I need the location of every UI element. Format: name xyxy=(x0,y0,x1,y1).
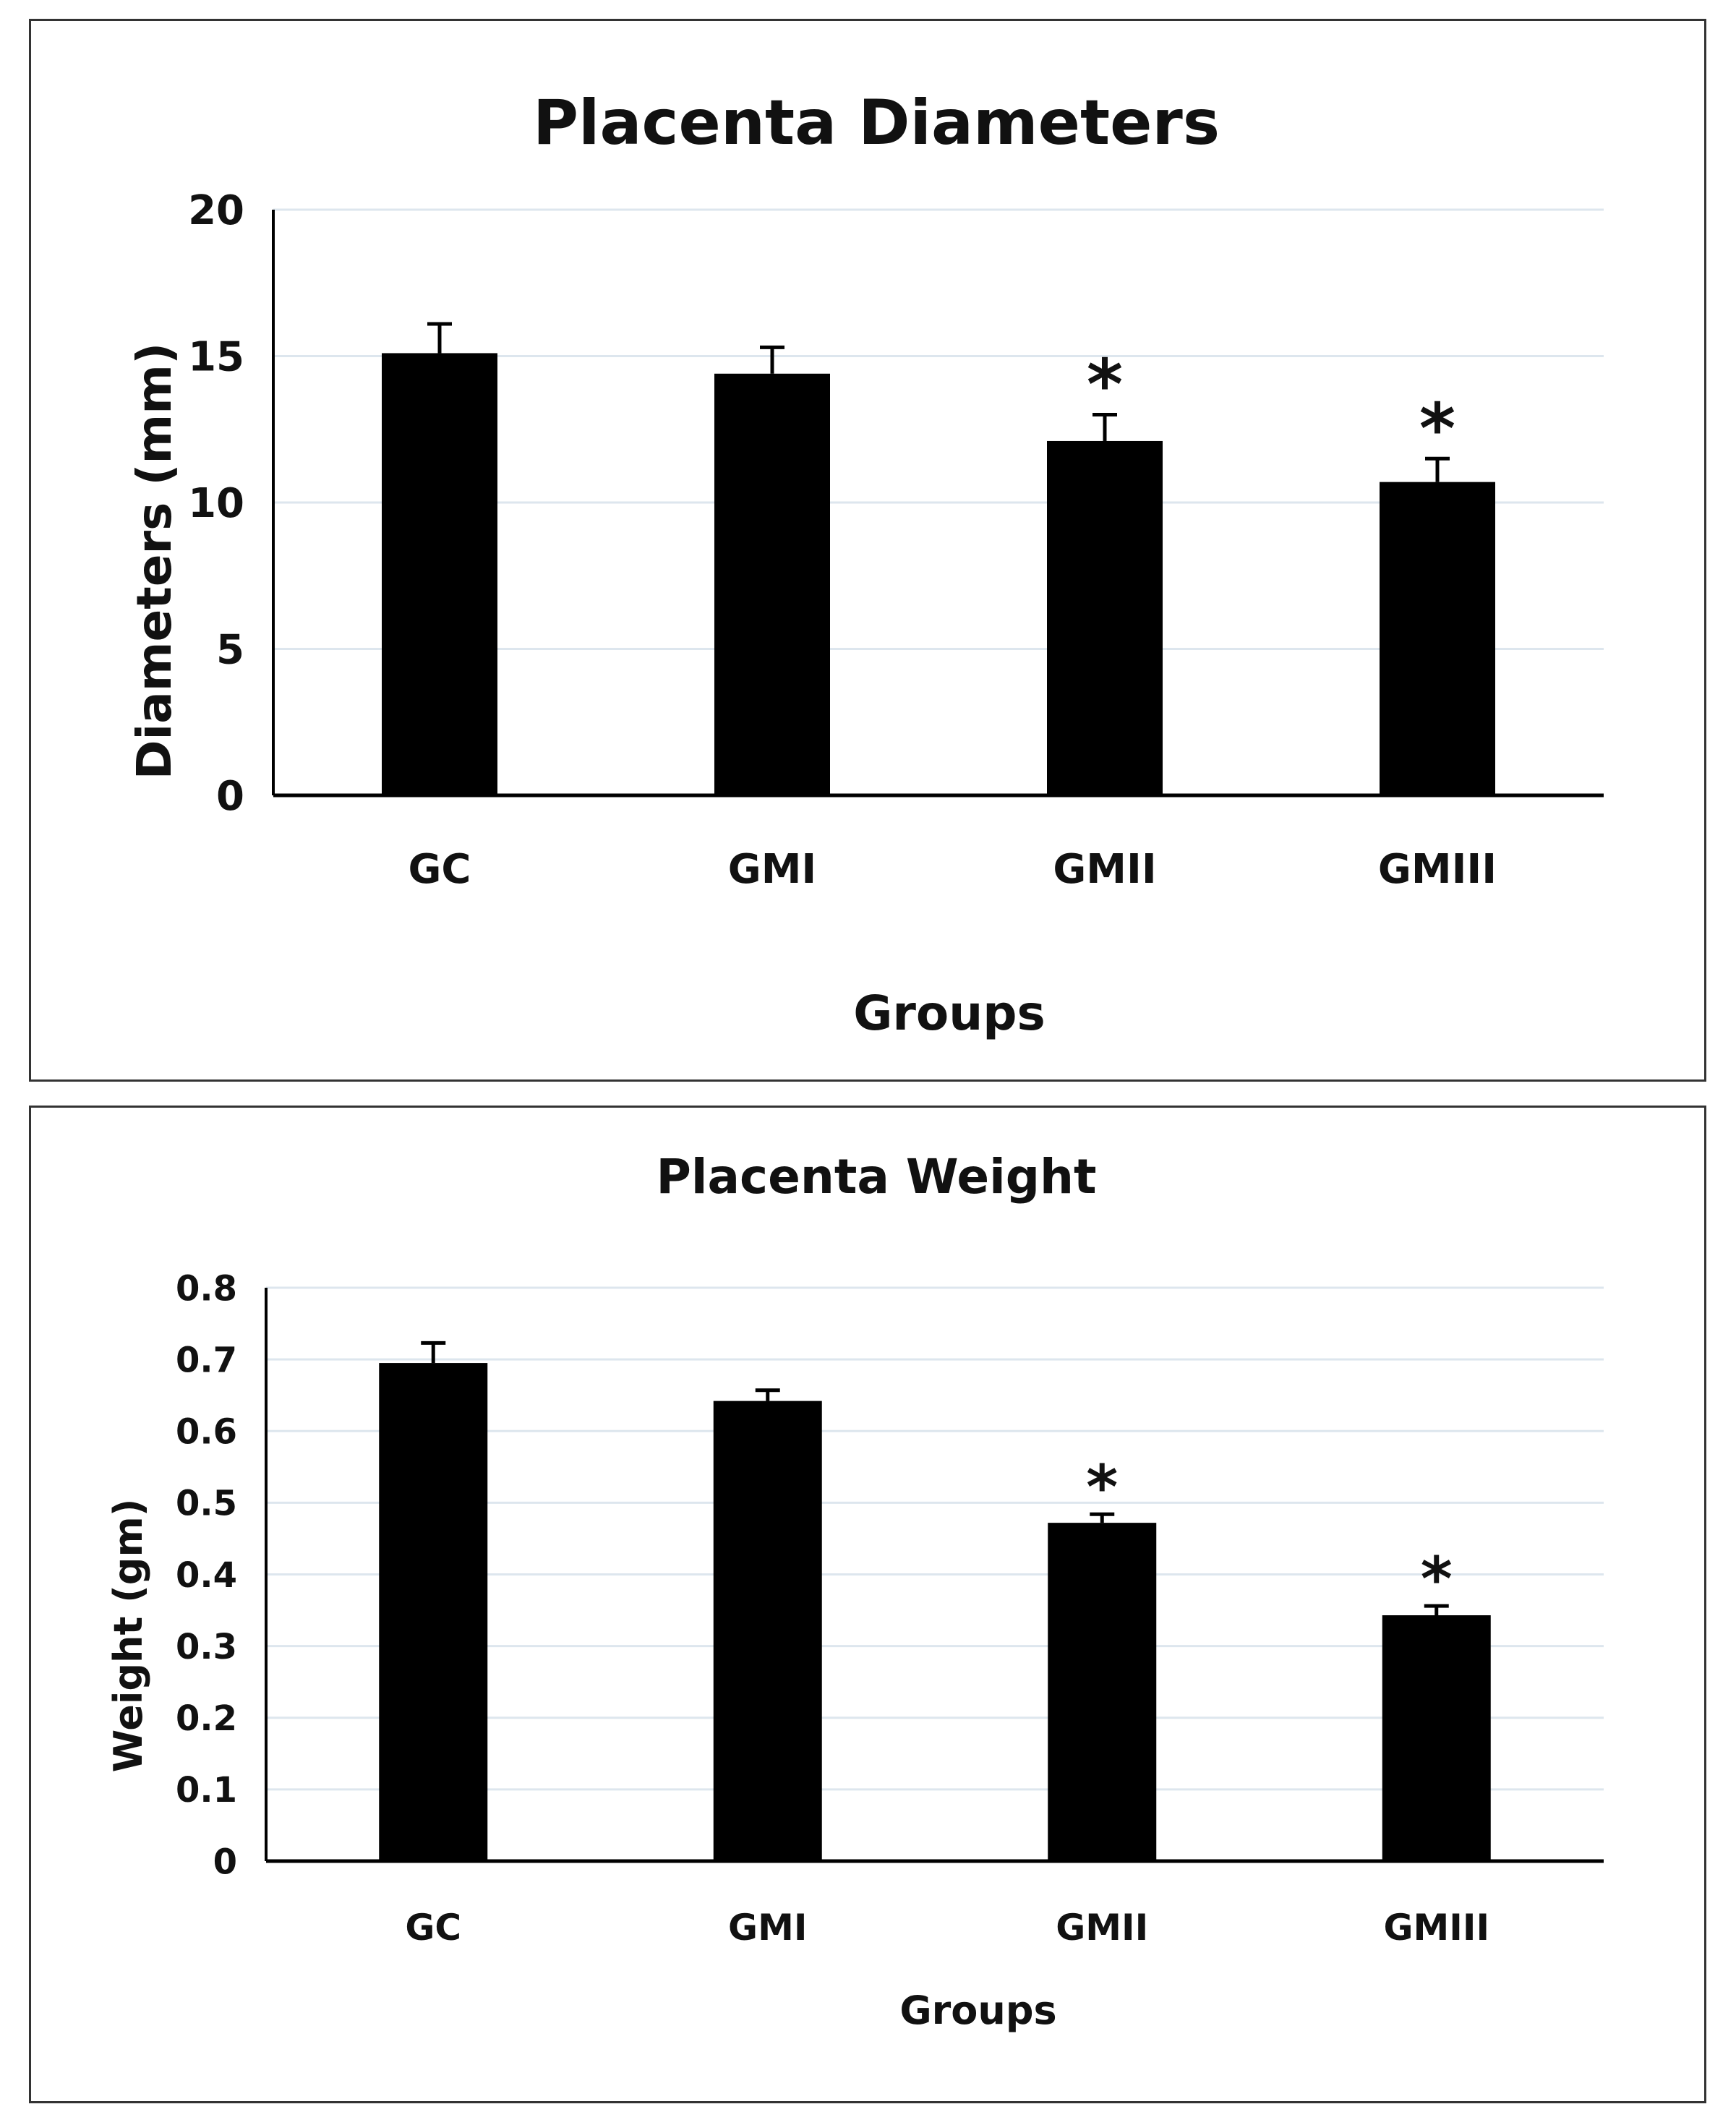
y-tick-label: 0 xyxy=(213,1842,237,1882)
bar xyxy=(714,373,830,795)
y-tick-label: 0.3 xyxy=(176,1627,237,1667)
x-axis-title: Groups xyxy=(853,985,1046,1041)
y-axis-title: Diameters (mm) xyxy=(127,343,182,779)
chart-title: Placenta Diameters xyxy=(533,87,1220,159)
y-tick-label: 20 xyxy=(188,187,244,234)
significance-marker: * xyxy=(1421,1544,1453,1615)
bar xyxy=(1047,440,1163,795)
y-tick-label: 0.7 xyxy=(176,1340,237,1380)
bar xyxy=(1380,482,1495,795)
y-axis-title: Weight (gm) xyxy=(106,1499,151,1773)
x-tick-label: GC xyxy=(408,846,471,893)
significance-marker: * xyxy=(1419,388,1455,469)
y-tick-label: 0 xyxy=(216,773,244,820)
weight-chart: Placenta Weight Groups Weight (gm) 0 0.1 0… xyxy=(106,1149,1604,2033)
x-axis-title: Groups xyxy=(899,1988,1056,2033)
x-tick-label: GMII xyxy=(1053,846,1156,893)
x-tick-label: GMIII xyxy=(1378,846,1497,893)
y-tick-label: 0.5 xyxy=(176,1484,237,1524)
y-tick-label: 5 xyxy=(216,627,244,674)
y-tick-label: 0.4 xyxy=(176,1555,237,1596)
significance-marker: * xyxy=(1087,345,1123,426)
x-tick-label: GMII xyxy=(1056,1907,1148,1949)
x-tick-label: GC xyxy=(405,1907,461,1949)
y-tick-label: 0.6 xyxy=(176,1412,237,1453)
y-tick-label: 0.2 xyxy=(176,1698,237,1739)
bar xyxy=(382,353,497,795)
weight-chart-panel: Placenta Weight Groups Weight (gm) 0 0.1 0… xyxy=(29,1106,1706,2103)
x-tick-label: GMI xyxy=(728,846,817,893)
y-tick-label: 0.1 xyxy=(176,1770,237,1810)
significance-marker: * xyxy=(1086,1452,1118,1523)
bar xyxy=(1048,1523,1157,1861)
diameters-chart-panel: Placenta Diameters Groups Diameters (mm)… xyxy=(29,19,1706,1082)
x-tick-label: GMIII xyxy=(1383,1907,1489,1949)
y-tick-label: 0.8 xyxy=(176,1268,237,1309)
diameters-chart: Placenta Diameters Groups Diameters (mm)… xyxy=(127,87,1604,1041)
y-tick-label: 10 xyxy=(188,480,244,527)
bar xyxy=(1382,1615,1491,1861)
chart-title: Placenta Weight xyxy=(656,1149,1096,1205)
y-tick-label: 15 xyxy=(188,334,244,381)
bar xyxy=(379,1363,488,1861)
x-tick-label: GMI xyxy=(728,1907,807,1949)
bar xyxy=(713,1401,822,1861)
